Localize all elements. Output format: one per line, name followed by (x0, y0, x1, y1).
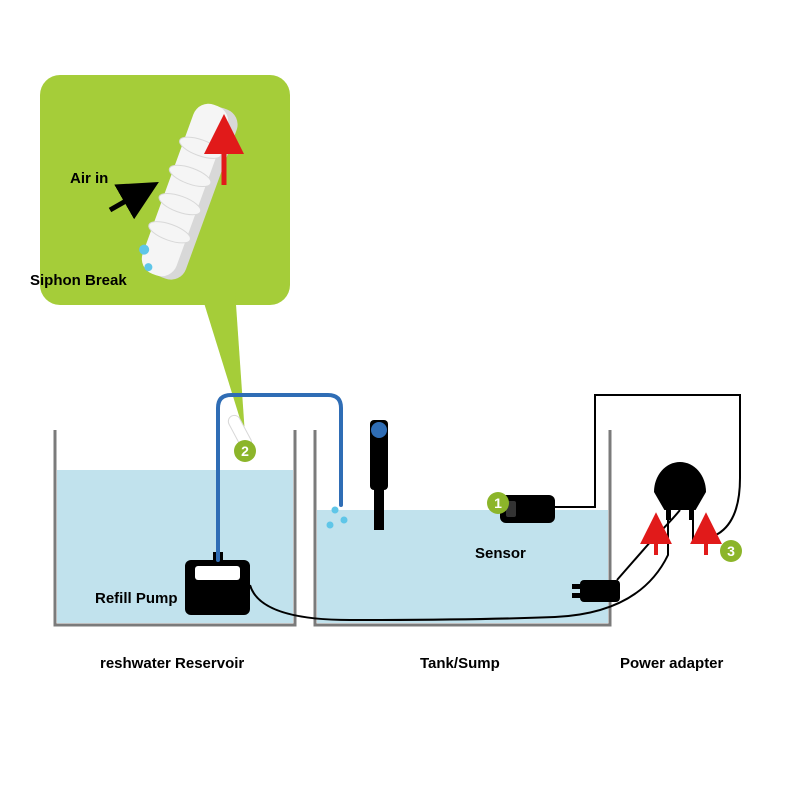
label-reservoir: reshwater Reservoir (100, 655, 244, 672)
label-siphon-break: Siphon Break (30, 272, 127, 289)
marker-2: 2 (234, 440, 256, 462)
diagram-root: Air in Siphon Break Refill Pump reshwate… (0, 0, 800, 800)
label-air-in: Air in (70, 170, 108, 187)
label-tank-sump: Tank/Sump (420, 655, 500, 672)
marker-3: 3 (720, 540, 742, 562)
label-power-adapter: Power adapter (620, 655, 723, 672)
marker-1: 1 (487, 492, 509, 514)
diagram-svg (0, 0, 800, 800)
label-sensor: Sensor (475, 545, 526, 562)
label-refill-pump: Refill Pump (95, 590, 178, 607)
